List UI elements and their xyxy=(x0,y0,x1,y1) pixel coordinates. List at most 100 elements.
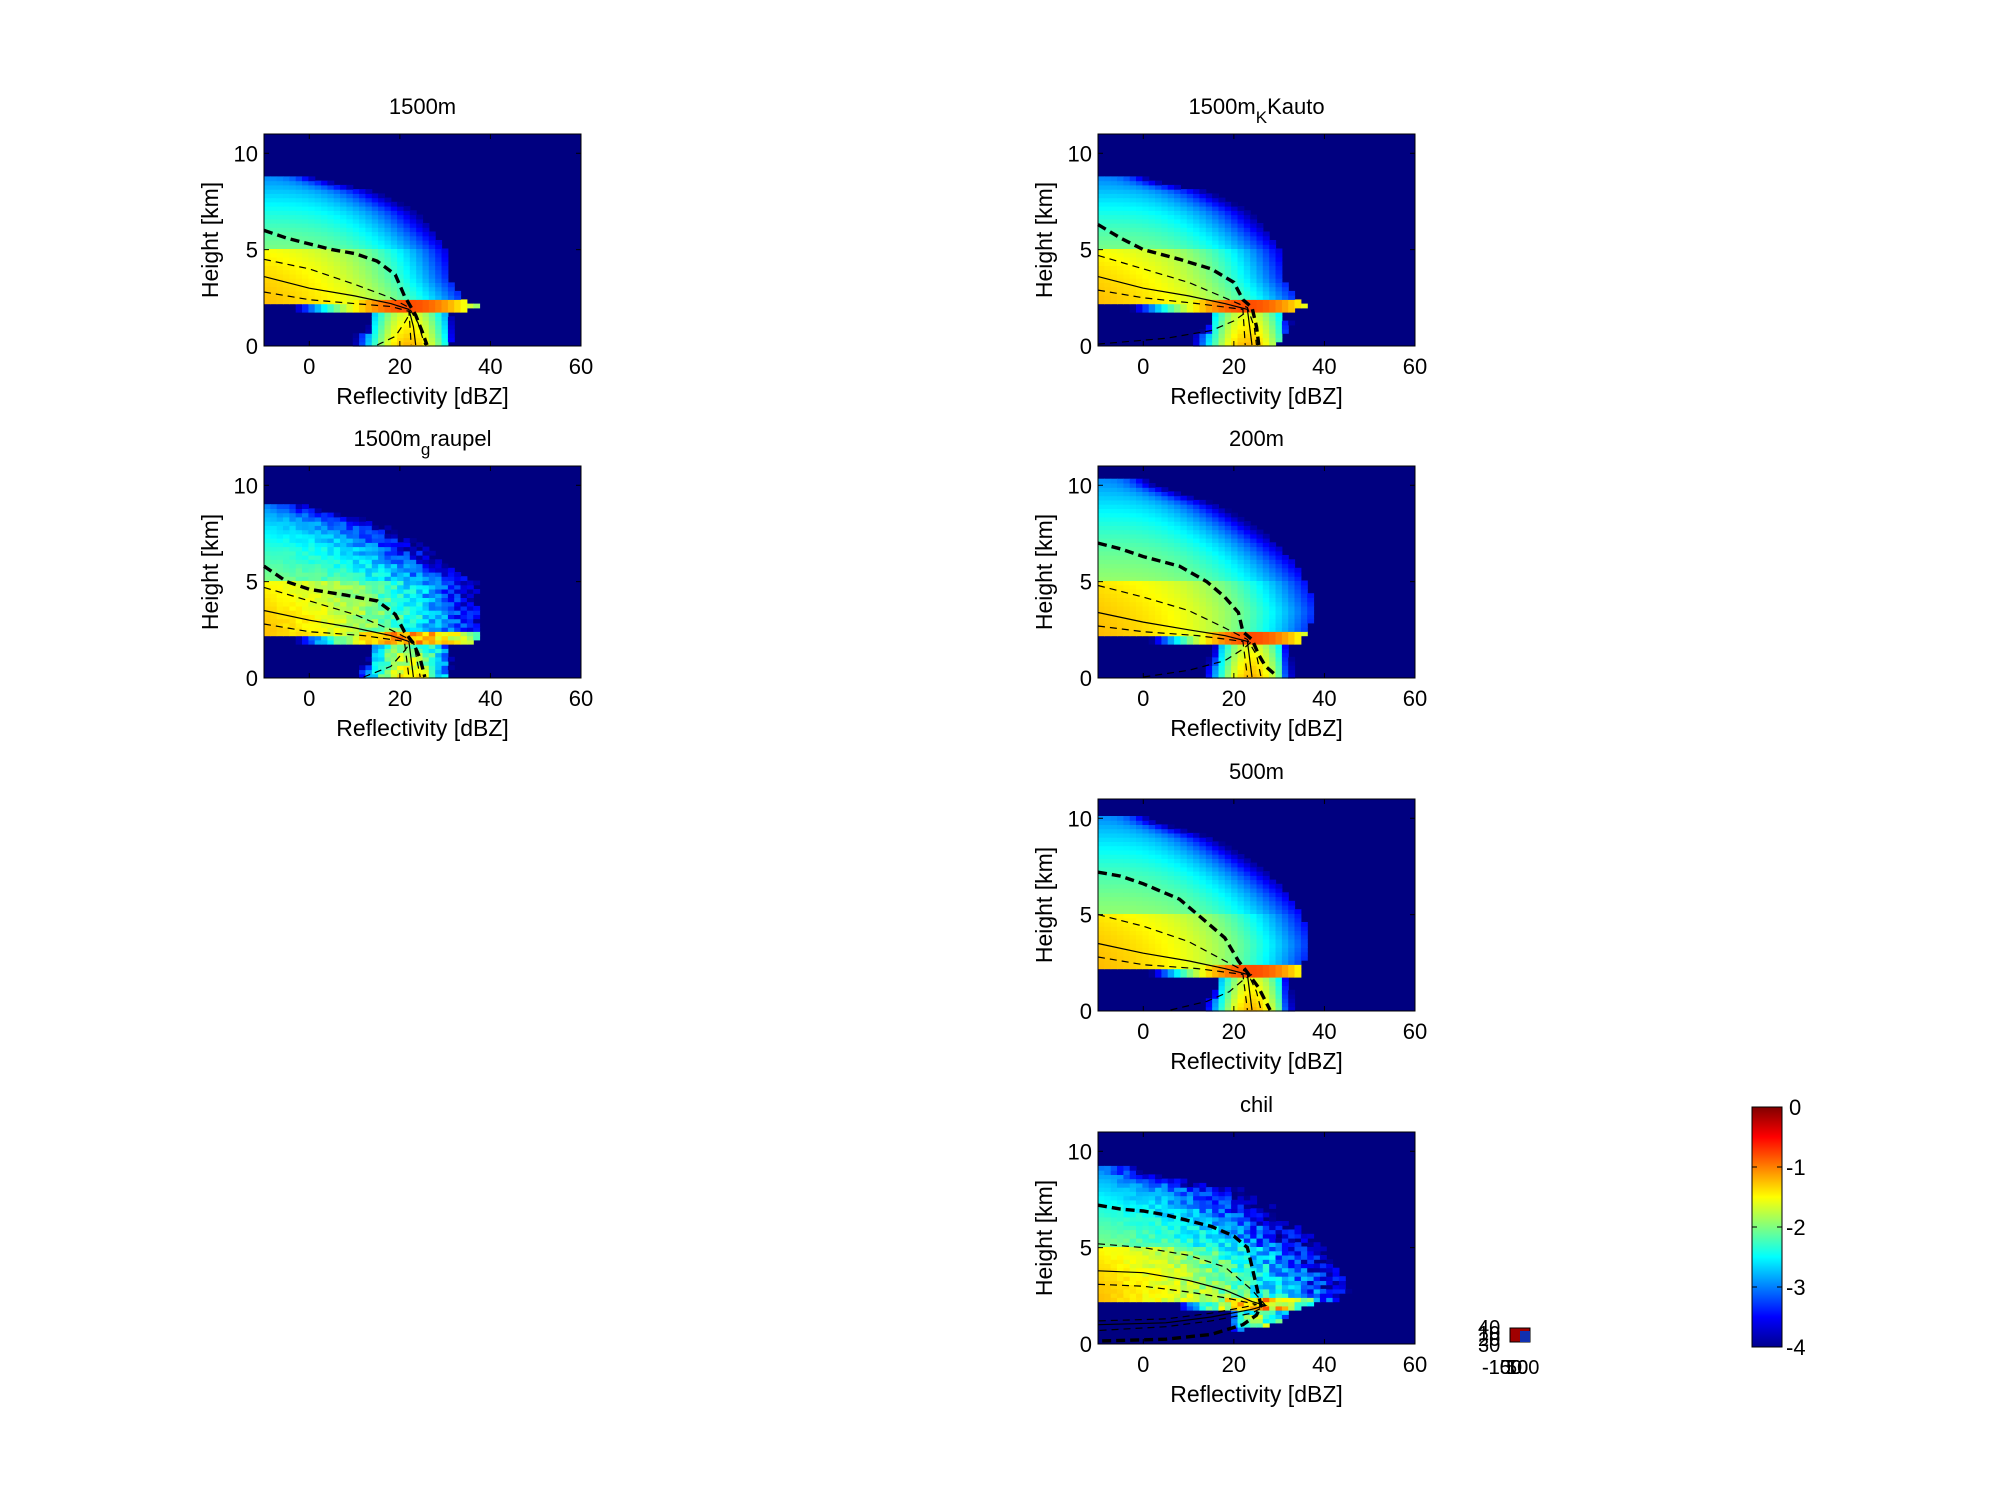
heatmap-cell xyxy=(1231,1002,1238,1008)
heatmap-cell xyxy=(384,312,392,317)
y-tick-label: 0 xyxy=(246,334,258,359)
heatmap-cell xyxy=(378,584,385,590)
heatmap-cell xyxy=(1212,324,1219,330)
heatmap-cell xyxy=(1142,584,1150,590)
heatmap-cell xyxy=(1205,584,1213,590)
heatmap-cell xyxy=(1129,206,1137,211)
heatmap-cell xyxy=(1262,299,1270,305)
heatmap-cell xyxy=(447,320,455,326)
heatmap-cell xyxy=(397,593,404,598)
heatmap-cell xyxy=(1205,563,1213,569)
heatmap-cell xyxy=(276,248,284,254)
heatmap-cell xyxy=(1243,964,1251,970)
heatmap-cell xyxy=(435,580,443,586)
heatmap-cell xyxy=(1167,905,1175,910)
heatmap-cell xyxy=(308,559,316,565)
heatmap-cell xyxy=(340,546,347,552)
heatmap-cell xyxy=(1180,521,1188,526)
heatmap-cell xyxy=(1161,516,1169,522)
heatmap-cell xyxy=(295,546,303,552)
heatmap-cell xyxy=(454,635,462,641)
heatmap-cell xyxy=(333,601,341,607)
heatmap-cell xyxy=(1237,871,1245,876)
heatmap-cell xyxy=(1186,972,1194,978)
heatmap-cell xyxy=(1161,888,1169,893)
heatmap-cell xyxy=(1205,922,1213,927)
heatmap-cell xyxy=(1256,567,1264,573)
heatmap-cell xyxy=(371,206,379,211)
heatmap-cell xyxy=(1161,210,1169,216)
heatmap-cell xyxy=(283,227,290,233)
heatmap-cell xyxy=(1110,883,1118,889)
heatmap-cell xyxy=(365,240,373,245)
heatmap-cell xyxy=(1212,938,1219,944)
heatmap-cell xyxy=(333,639,341,645)
heatmap-cell xyxy=(264,601,271,607)
heatmap-cell xyxy=(1275,273,1283,279)
heatmap-cell xyxy=(1218,516,1226,522)
heatmap-cell xyxy=(1174,218,1181,224)
heatmap-cell xyxy=(384,631,392,637)
heatmap-cell xyxy=(308,542,316,548)
heatmap-cell xyxy=(1136,614,1143,620)
heatmap-cell xyxy=(416,610,424,615)
heatmap-cell xyxy=(1205,913,1213,919)
heatmap-cell xyxy=(454,610,462,615)
heatmap-cell xyxy=(1129,567,1137,573)
heatmap-cell xyxy=(1193,286,1200,292)
heatmap-cell xyxy=(1205,521,1213,526)
heatmap-cell xyxy=(295,538,303,543)
heatmap-cell xyxy=(333,567,341,573)
heatmap-cell xyxy=(1142,597,1150,603)
heatmap-cell xyxy=(1218,947,1226,953)
heatmap-cell xyxy=(327,184,335,190)
heatmap-cell xyxy=(409,597,417,603)
heatmap-cell xyxy=(276,223,284,228)
heatmap-cell xyxy=(365,193,373,199)
heatmap-cell xyxy=(1205,299,1213,305)
heatmap-cell xyxy=(1269,892,1277,898)
heatmap-cell xyxy=(371,589,379,594)
heatmap-cell xyxy=(1243,265,1251,271)
heatmap-cell xyxy=(1224,206,1232,211)
heatmap-cell xyxy=(1256,955,1264,961)
heatmap-cell xyxy=(283,240,290,245)
heatmap-cell xyxy=(1155,631,1162,637)
heatmap-cell xyxy=(397,273,404,279)
heatmap-cell xyxy=(314,261,322,266)
heatmap-cell xyxy=(1231,546,1238,552)
heatmap-cell xyxy=(283,290,290,296)
heatmap-cell xyxy=(1243,977,1251,982)
heatmap-cell xyxy=(1205,896,1213,902)
heatmap-cell xyxy=(1136,235,1143,241)
heatmap-cell xyxy=(1218,576,1226,581)
heatmap-cell xyxy=(1161,627,1169,632)
heatmap-cell xyxy=(1123,193,1131,199)
heatmap-cell xyxy=(441,673,449,679)
heatmap-cell xyxy=(1129,614,1137,620)
heatmap-cell xyxy=(1136,563,1143,569)
heatmap-cell xyxy=(1098,888,1105,893)
heatmap-cell xyxy=(1218,938,1226,944)
heatmap-cell xyxy=(1269,926,1277,931)
heatmap-cell xyxy=(1237,244,1245,249)
heatmap-cell xyxy=(1218,905,1226,910)
heatmap-cell xyxy=(1180,964,1188,970)
heatmap-cell xyxy=(1231,656,1238,662)
heatmap-cell xyxy=(416,644,424,649)
heatmap-cell xyxy=(1167,538,1175,543)
heatmap-cell xyxy=(359,673,366,679)
heatmap-cell xyxy=(1250,905,1258,910)
heatmap-cell xyxy=(1180,307,1188,313)
heatmap-cell xyxy=(1180,197,1188,203)
heatmap-cell xyxy=(1098,580,1105,586)
heatmap-cell xyxy=(428,303,436,309)
heatmap-cell xyxy=(1294,930,1302,936)
heatmap-cell xyxy=(365,252,373,258)
heatmap-cell xyxy=(264,533,271,539)
heatmap-cell xyxy=(1123,943,1131,948)
heatmap-cell xyxy=(1174,538,1181,543)
heatmap-cell xyxy=(1231,960,1238,965)
heatmap-cell xyxy=(1186,508,1194,514)
